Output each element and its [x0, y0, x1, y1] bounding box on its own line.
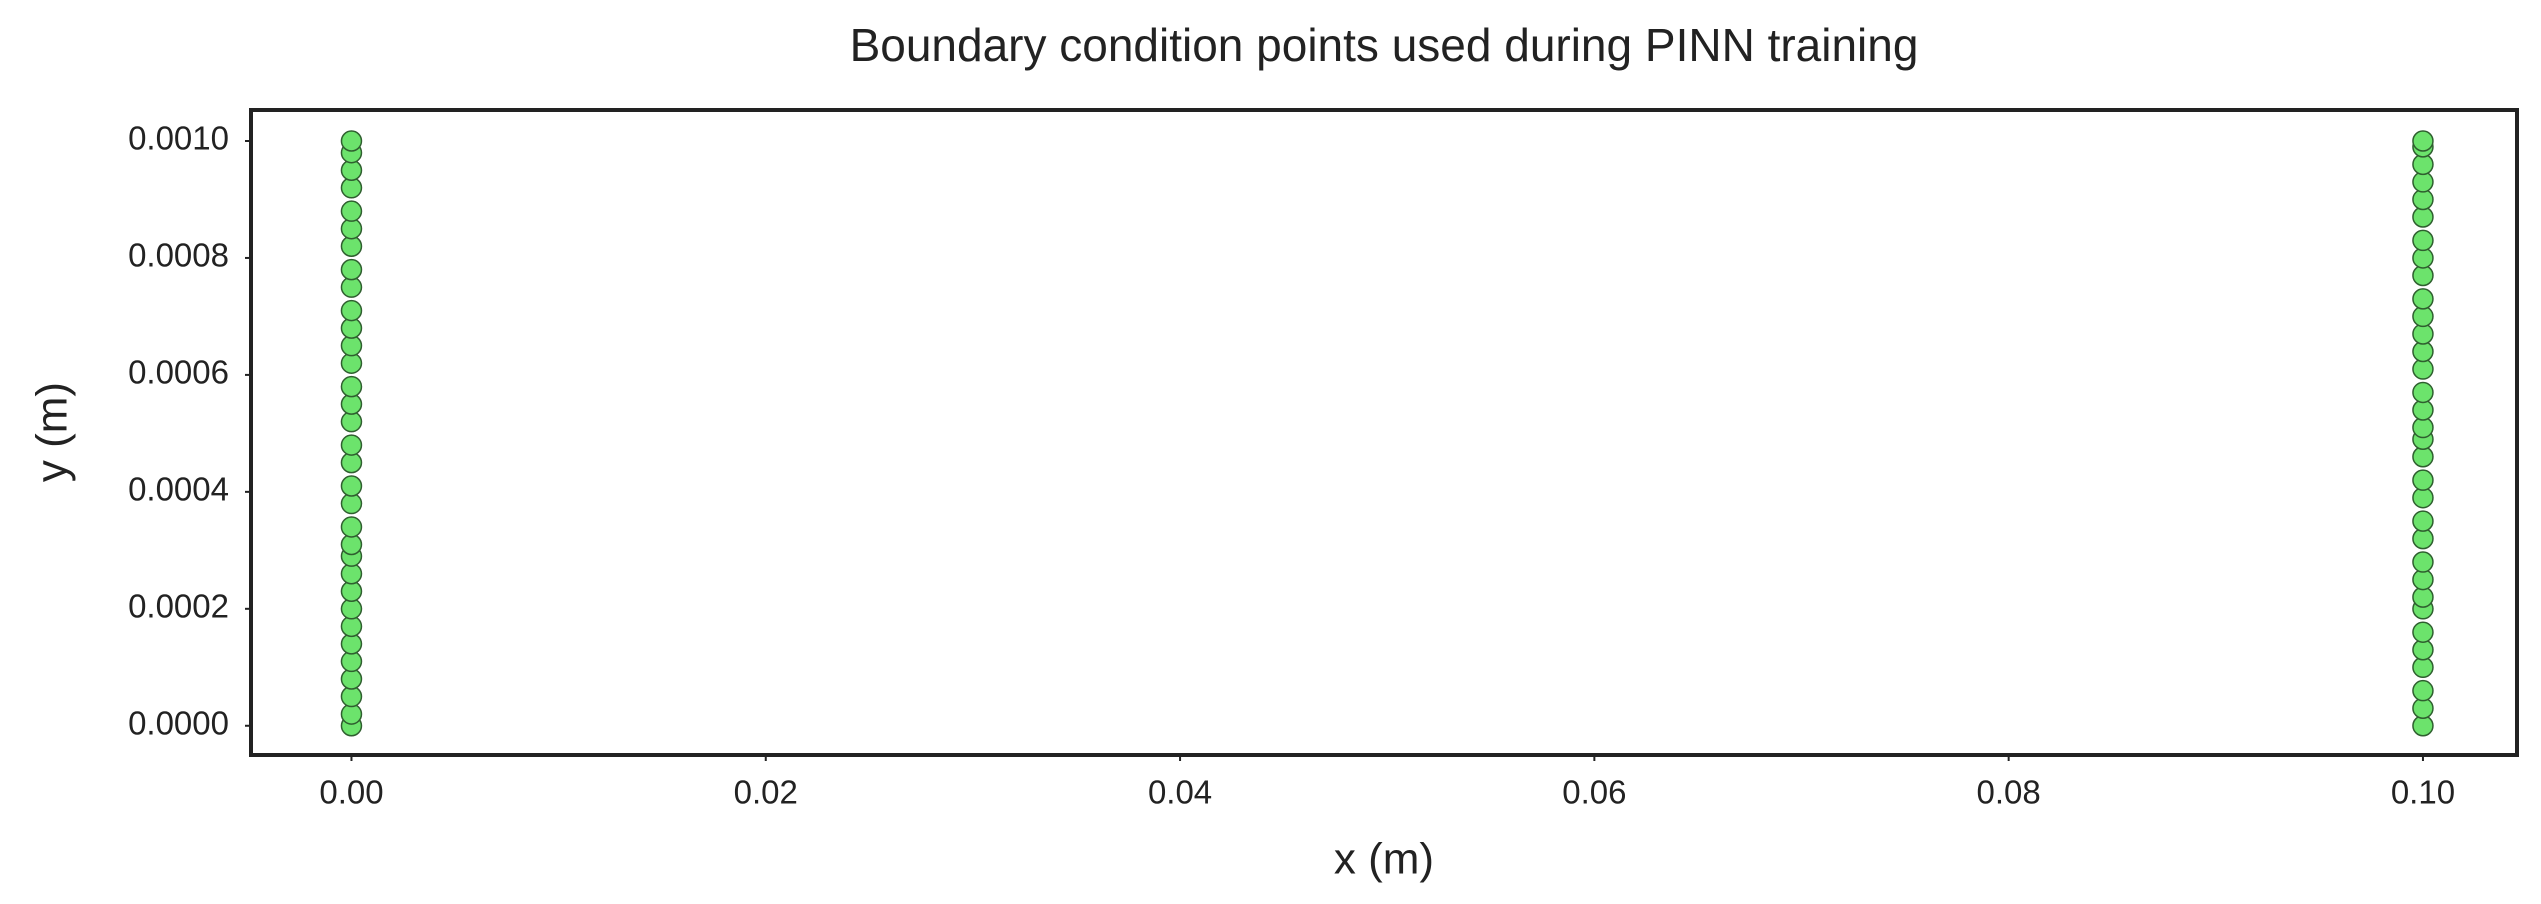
y-tick-label: 0.0006	[128, 354, 229, 391]
y-axis-label: y (m)	[28, 382, 77, 482]
y-tick-label: 0.0000	[128, 704, 229, 741]
scatter-point	[340, 200, 363, 222]
scatter-point	[340, 299, 363, 322]
x-tick-label: 0.06	[1562, 774, 1626, 811]
y-tick-label: 0.0010	[128, 120, 229, 157]
scatter-point	[2412, 229, 2434, 252]
scatter-point	[2412, 679, 2434, 702]
scatter-point	[340, 516, 363, 538]
scatter-point	[2412, 288, 2434, 310]
scatter-point	[2412, 551, 2434, 573]
scatter-point	[340, 375, 363, 398]
scatter-point	[2412, 510, 2434, 532]
x-tick-label: 0.10	[2391, 774, 2455, 811]
x-tick-label: 0.02	[734, 774, 798, 811]
y-tick-label: 0.0008	[128, 237, 229, 274]
scatter-point	[340, 434, 363, 456]
scatter-point	[2412, 130, 2434, 152]
x-axis-label: x (m)	[1334, 835, 1434, 884]
scatter-point	[2412, 621, 2434, 643]
scatter-point	[340, 258, 363, 281]
scatter-point	[2412, 381, 2434, 404]
scatter-point	[340, 475, 363, 497]
scatter-point	[340, 130, 363, 152]
y-tick-label: 0.0004	[128, 471, 229, 508]
scatter-point	[2412, 469, 2434, 491]
y-tick-label: 0.0002	[128, 588, 229, 625]
x-tick-label: 0.04	[1148, 774, 1212, 811]
plot-frame	[249, 108, 2519, 757]
x-tick-label: 0.08	[1977, 774, 2041, 811]
x-tick-label: 0.00	[319, 774, 383, 811]
chart-title: Boundary condition points used during PI…	[850, 19, 1919, 71]
